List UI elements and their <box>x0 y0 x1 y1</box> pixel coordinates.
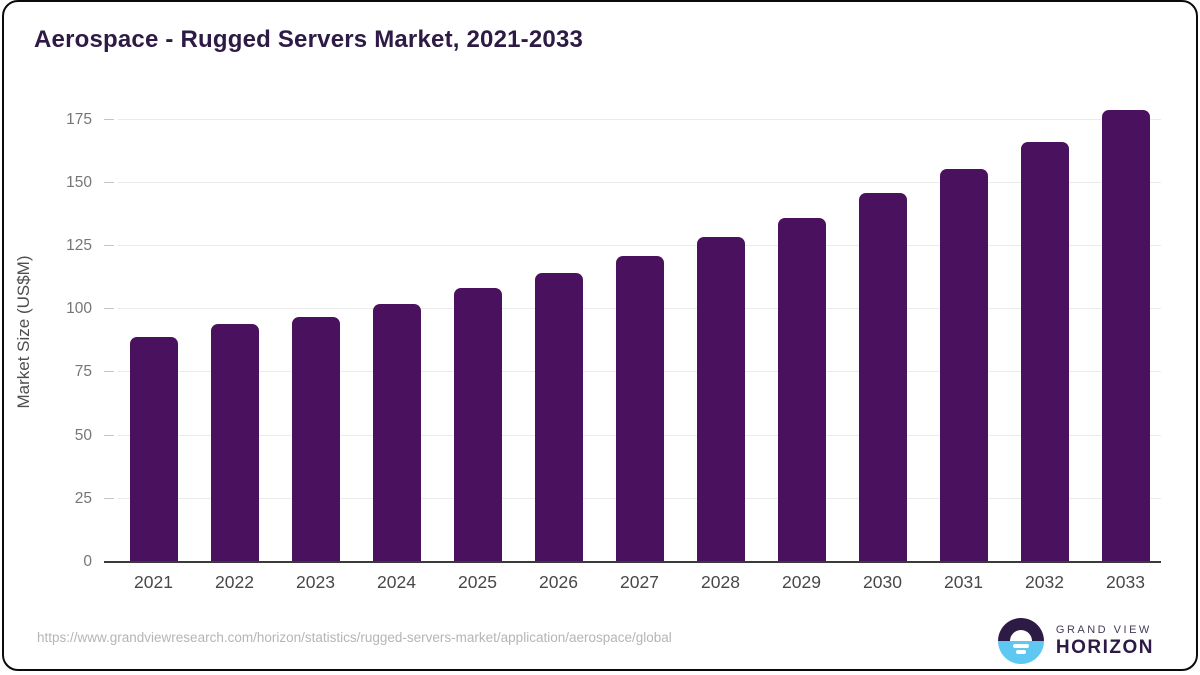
bars-layer <box>118 95 1161 562</box>
y-tick-label-125: 125 <box>66 237 92 254</box>
y-tick-label-75: 75 <box>74 363 92 381</box>
bar-2025[interactable] <box>453 287 502 562</box>
x-axis-label-2026: 2026 <box>539 572 578 592</box>
bar-2022[interactable] <box>210 324 259 562</box>
x-axis-label-2031: 2031 <box>944 572 983 592</box>
y-tick-label-100: 100 <box>66 300 92 318</box>
gridline-150 <box>118 181 1161 183</box>
x-axis-labels: 2021 2022 2023 2024 2025 2026 2027 2028 2029 2030… <box>118 572 1161 593</box>
logo-text: GRAND VIEW HORIZON <box>1056 623 1154 659</box>
bar-2032[interactable] <box>1020 141 1069 562</box>
grand-view-horizon-logo: GRAND VIEW HORIZON <box>997 618 1154 664</box>
y-tick-label-25: 25 <box>74 489 92 507</box>
y-tick-mark-125 <box>104 245 114 246</box>
y-tick-label-0: 0 <box>83 553 92 570</box>
sunrise-horizon-icon <box>997 618 1044 664</box>
x-axis-label-2027: 2027 <box>620 572 659 592</box>
y-tick-label-50: 50 <box>74 426 92 444</box>
sun-dome-shape <box>1009 630 1032 641</box>
x-axis-label-2033: 2033 <box>1106 572 1145 592</box>
chart-title: Aerospace - Rugged Servers Market, 2021-… <box>34 26 584 53</box>
bar-2026[interactable] <box>534 272 583 562</box>
bar-2027[interactable] <box>615 255 664 562</box>
y-tick-mark-25 <box>104 497 114 499</box>
reflection-line-1 <box>1012 644 1029 648</box>
bar-2028[interactable] <box>696 236 745 562</box>
x-axis-label-2023: 2023 <box>296 572 335 592</box>
x-axis-label-2022: 2022 <box>215 572 254 592</box>
x-axis-label-2021: 2021 <box>134 572 173 592</box>
bar-2021[interactable] <box>129 337 178 562</box>
x-axis-label-2032: 2032 <box>1025 572 1064 592</box>
logo-text-horizon: HORIZON <box>1055 637 1154 658</box>
y-tick-mark-100 <box>104 308 114 310</box>
y-tick-label-175: 175 <box>66 110 92 128</box>
bar-2024[interactable] <box>372 303 421 562</box>
y-tick-mark-175 <box>104 118 114 120</box>
y-tick-label-150: 150 <box>66 173 92 191</box>
x-axis-label-2030: 2030 <box>863 572 902 592</box>
x-axis-line <box>104 561 1161 563</box>
bar-chart-plot-area: 0 25 50 75 100 125 150 175 <box>66 95 1161 570</box>
gridline-175 <box>118 118 1161 120</box>
bar-2033[interactable] <box>1101 109 1150 562</box>
source-url: https://www.grandviewresearch.com/horizo… <box>37 630 672 645</box>
x-axis-label-2029: 2029 <box>782 572 821 592</box>
reflection-line-2 <box>1015 650 1026 654</box>
y-axis-title: Market Size (US$M) <box>14 255 33 409</box>
x-axis-label-2028: 2028 <box>701 572 740 592</box>
y-tick-mark-50 <box>104 434 114 436</box>
x-axis-label-2025: 2025 <box>458 572 497 592</box>
bar-2029[interactable] <box>777 217 826 562</box>
x-axis-label-2024: 2024 <box>377 572 416 592</box>
bar-2023[interactable] <box>291 317 340 562</box>
bar-2030[interactable] <box>858 193 907 562</box>
bar-2031[interactable] <box>939 168 988 562</box>
gridline-125 <box>118 245 1161 246</box>
y-tick-mark-75 <box>104 371 114 373</box>
y-tick-mark-150 <box>104 181 114 183</box>
logo-text-grand-view: GRAND VIEW <box>1055 624 1152 636</box>
